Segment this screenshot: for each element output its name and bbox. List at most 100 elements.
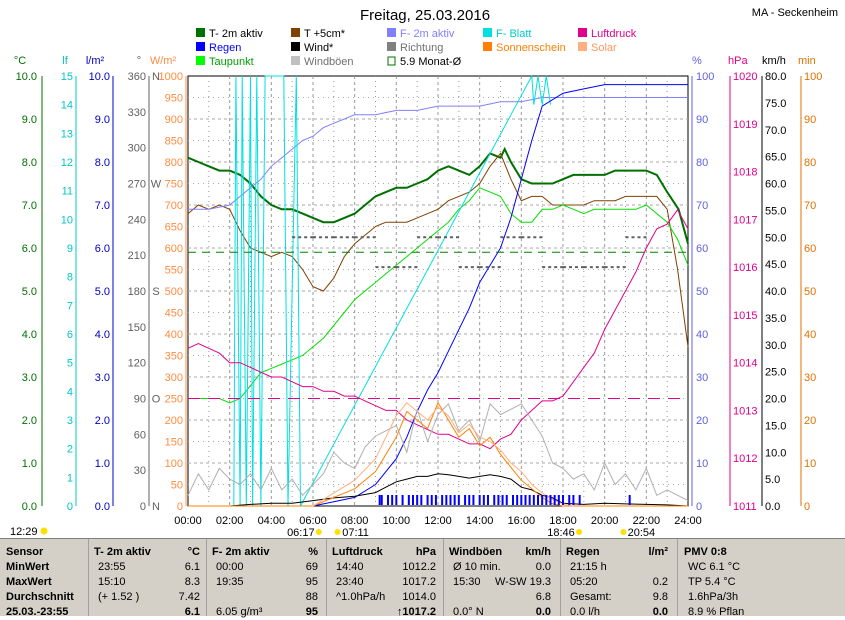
- axis-tick-label: 0: [177, 501, 183, 513]
- stats-row: 6.05 g/m³ 95: [212, 605, 322, 620]
- stats-row: 0.0 l/h 0.0: [566, 605, 672, 620]
- stats-cell-time: 19:35: [216, 576, 244, 588]
- stats-header-unit: km/h: [525, 546, 551, 558]
- axis-tick-label: 0.0: [95, 501, 110, 513]
- axis-unit-label: %: [692, 55, 702, 67]
- axis-tick-label: 330: [128, 107, 146, 119]
- stats-row-labels: Sensor MinWert MaxWert Durchschnitt 25.0…: [6, 539, 86, 620]
- legend-label: Sonnenschein: [496, 42, 566, 54]
- stats-row: WC 6.1 °C: [688, 561, 741, 573]
- axis-tick-label: 1015: [733, 310, 757, 322]
- axis-tick-label: 300: [128, 143, 146, 155]
- stats-row: 23:40 1017.2: [332, 575, 440, 590]
- x-tick-label: 02:00: [216, 515, 244, 527]
- stats-cell-value: 7.42: [178, 591, 200, 603]
- x-tick-label: 24:00: [674, 515, 702, 527]
- x-tick-label: 10:00: [383, 515, 411, 527]
- stats-header-label: PMV 0:8: [684, 546, 727, 558]
- stats-cell-value: 6.1: [184, 606, 200, 618]
- axis-tick-label: 1014: [733, 358, 757, 370]
- sun-icon: [620, 529, 627, 535]
- axis-tick-label: 4: [67, 386, 73, 398]
- stats-label-max: MaxWert: [6, 576, 52, 588]
- axis-tick-label: 1018: [733, 167, 757, 179]
- axis-tick-label: 750: [165, 179, 183, 191]
- legend-swatch: [387, 28, 396, 37]
- x-tick-label: 08:00: [341, 515, 369, 527]
- axis-tick-label: 50: [696, 286, 708, 298]
- axis-tick-label: 8: [67, 272, 73, 284]
- axis-tick-label: 0: [696, 501, 702, 513]
- stats-row: 1.6hPa/3h: [688, 591, 739, 603]
- stats-cell-time: 0.0 l/h: [570, 606, 600, 618]
- stats-row: Ø 10 min. 0.0: [449, 560, 555, 575]
- legend-label: Windböen: [304, 56, 354, 68]
- stats-label-avg: Durchschnitt: [6, 591, 74, 603]
- axis-tick-label: 60: [696, 243, 708, 255]
- sun-icon: [315, 529, 322, 535]
- legend-label: Wind*: [304, 42, 334, 54]
- stats-label-min: MinWert: [6, 561, 50, 573]
- series-line-3: [188, 97, 688, 210]
- stats-row: ^1.0hPa/h 1014.0: [332, 590, 440, 605]
- axis-tick-label: 200: [165, 415, 183, 427]
- axis-tick-label: 30: [804, 372, 816, 384]
- legend-swatch: [387, 56, 396, 66]
- axis-tick-label: 100: [696, 71, 714, 83]
- chart-title: Freitag, 25.03.2016: [360, 7, 490, 24]
- x-tick-label: 20:00: [591, 515, 619, 527]
- x-tick-label: 16:00: [508, 515, 536, 527]
- stats-cell-time: 21:15 h: [570, 561, 607, 573]
- stats-cell-time: 15:10: [98, 576, 126, 588]
- axis-unit-label: °C: [14, 55, 26, 67]
- sun-icon: [576, 529, 583, 535]
- axis-unit-label: km/h: [762, 55, 786, 67]
- x-tick-label: 14:00: [466, 515, 494, 527]
- stats-cell-value: 6.8: [535, 591, 551, 603]
- stats-row: 0.0° N 0.0: [449, 605, 555, 620]
- station-name: MA - Seckenheim: [752, 7, 838, 19]
- axis-tick-label: 25.0: [765, 367, 786, 379]
- series-line-8: [187, 402, 689, 502]
- sun-time-label: 20:54: [628, 527, 656, 538]
- stats-row: 15:10 8.3: [94, 575, 204, 590]
- axis-tick-label: 1019: [733, 119, 757, 131]
- stats-label-sensor: Sensor: [6, 546, 44, 558]
- x-tick-label: 12:00: [424, 515, 452, 527]
- stats-cell-time: [94, 606, 98, 618]
- weather-chart: Freitag, 25.03.2016 MA - Seckenheim T- 2…: [10, 7, 838, 538]
- stats-label-current: 25.03.-23:55: [6, 606, 69, 618]
- stats-cell-time: [332, 606, 336, 618]
- stats-col-pmv: PMV 0:8 WC 6.1 °C TP 5.4 °C 1.6hPa/3h 8.9 % …: [684, 539, 834, 620]
- legend-label: F- Blatt: [496, 28, 531, 40]
- axis-tick-label: 35.0: [765, 313, 786, 325]
- stats-cell-value: 1012.2: [402, 561, 436, 573]
- stats-header-pmv: PMV 0:8: [684, 539, 834, 560]
- axis-unit-label: °: [137, 55, 141, 67]
- axis-tick-label: 14: [61, 100, 73, 112]
- axis-tick-label: 4.0: [22, 329, 37, 341]
- start-time-label: 12:29: [10, 526, 38, 538]
- axis-tick-label: 1013: [733, 405, 757, 417]
- axis-tick-label: 1000: [159, 71, 183, 83]
- axis-tick-label: 10: [696, 458, 708, 470]
- axis-unit-label: hPa: [728, 55, 748, 67]
- plot-area: [187, 74, 689, 507]
- axis-tick-label: 3: [67, 415, 73, 427]
- stats-row: 6.1: [94, 605, 204, 620]
- series-line-9: [188, 401, 688, 507]
- axis-tick-label: 10: [804, 458, 816, 470]
- axis-tick-label: 150: [165, 437, 183, 449]
- stats-header-rain: Regen l/m²: [566, 539, 672, 560]
- stats-cell-time: 0.0° N: [453, 606, 484, 618]
- axis-tick-label: 90: [134, 394, 146, 406]
- sun-icon: [334, 529, 341, 535]
- axis-tick-label: 1016: [733, 262, 757, 274]
- stats-cell-time: 14:40: [336, 561, 364, 573]
- stats-cell-value: 9.8: [652, 591, 668, 603]
- axis-tick-label: 7.0: [95, 200, 110, 212]
- stats-row: ↑1017.2: [332, 605, 440, 620]
- stats-cell-value: 0.0: [652, 606, 668, 618]
- stats-cell-time: Gesamt:: [570, 591, 612, 603]
- axis-tick-label: 50: [804, 286, 816, 298]
